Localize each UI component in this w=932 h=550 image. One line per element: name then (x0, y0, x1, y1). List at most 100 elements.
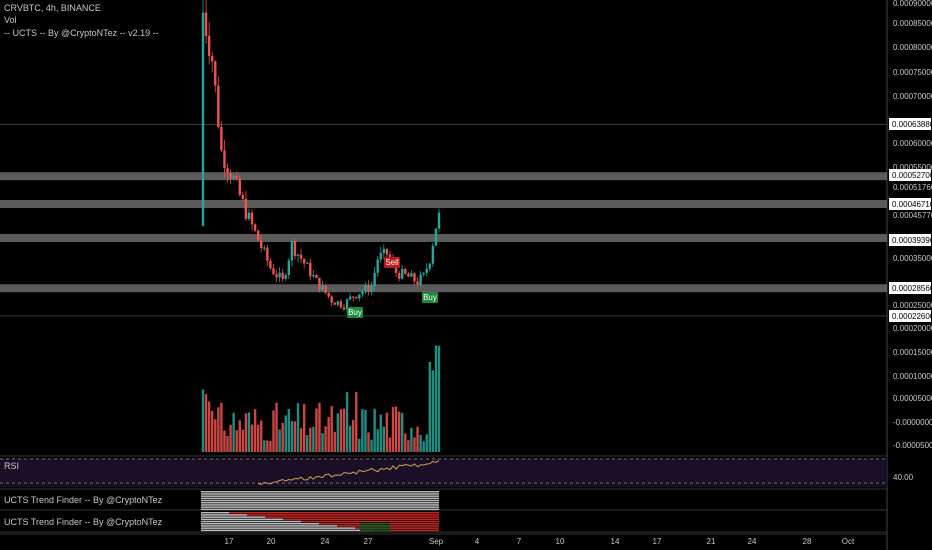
volume-bar (379, 414, 382, 452)
sr-zone (0, 284, 887, 293)
trend-stripe (229, 514, 247, 516)
volume-bar (339, 409, 343, 452)
volume-bar (330, 406, 333, 452)
volume-bar (413, 437, 416, 452)
volume-bar (373, 408, 376, 452)
volume-bar (437, 345, 441, 452)
candle-body (345, 299, 349, 310)
volume-bar (244, 413, 248, 452)
time-axis-label: 24 (748, 537, 757, 546)
volume-bar (351, 420, 355, 452)
time-axis-label: 17 (653, 537, 662, 546)
trend-stripe (201, 495, 439, 497)
candle-body (250, 212, 254, 225)
candle-body (226, 167, 229, 174)
volume-bar (220, 402, 223, 452)
price-tag-label: 0.00028560 (892, 284, 932, 293)
volume-bar (306, 435, 309, 452)
candle-body (407, 273, 410, 277)
price-axis-label: 0.00060000 (893, 139, 932, 148)
price-axis-label: 0.00025000 (893, 301, 932, 310)
time-axis-label: 10 (556, 537, 565, 546)
volume-bar (309, 427, 312, 452)
candle-body (315, 275, 318, 278)
price-axis-label: 0.00080000 (893, 43, 932, 52)
volume-bar (281, 422, 284, 452)
candle-body (339, 301, 343, 308)
rsi-legend: RSI (4, 461, 20, 471)
candle-body (382, 248, 386, 254)
candle-body (296, 254, 300, 256)
candle-body (373, 272, 376, 287)
time-axis-label: Oct (842, 537, 855, 546)
price-tag (889, 169, 931, 181)
volume-bar (336, 413, 340, 452)
candle-body (223, 150, 226, 168)
trend-stripe (201, 518, 229, 521)
volume-bar (394, 406, 398, 452)
volume-axis-label: 0.00015000 (893, 348, 932, 357)
candle-body (401, 268, 404, 279)
volume-bar (223, 430, 226, 452)
candle-body (413, 273, 416, 282)
volume-bar (299, 428, 303, 452)
candle-body (404, 268, 407, 274)
volume-bar (401, 412, 404, 452)
price-axis-label: 0.00085000 (893, 19, 932, 28)
candle-body (204, 12, 208, 36)
trend-stripe (201, 523, 229, 525)
buy-signal-bg (347, 307, 363, 318)
trend-stripe (201, 502, 439, 504)
candle-body (358, 294, 361, 299)
buy-signal-bg (422, 292, 438, 303)
trend-stripe-red (283, 518, 439, 521)
trend-stripe-red (265, 516, 439, 518)
volume-bar (278, 429, 281, 452)
time-axis-label: 17 (225, 537, 234, 546)
price-tag-label: 0.00046710 (892, 200, 932, 209)
time-axis-label: 4 (475, 537, 480, 546)
candle-body (312, 275, 315, 277)
volume-bar (210, 410, 214, 452)
volume-bar (266, 440, 269, 452)
candle-body (324, 285, 327, 293)
candle-body (434, 228, 438, 246)
candle-body (422, 273, 425, 275)
candle-body (238, 178, 241, 195)
sr-zone (0, 172, 887, 181)
sr-zone (0, 199, 887, 208)
volume-bar (260, 420, 263, 452)
sell-signal-bg (384, 257, 400, 268)
volume-bar (364, 409, 367, 452)
candle-body (437, 212, 441, 229)
trend-stripe (201, 512, 229, 514)
candle-body (229, 173, 232, 179)
trend-stripe-green (360, 523, 390, 525)
volume-bar (422, 441, 425, 452)
time-axis-label: 27 (364, 537, 373, 546)
volume-bar (263, 440, 266, 452)
candle-body (419, 274, 422, 285)
candle-body (241, 194, 245, 200)
candle-body (379, 253, 382, 260)
buy-signal-label: Buy (423, 293, 437, 302)
volume-bar (431, 370, 435, 452)
candle-body (428, 263, 432, 269)
trend-stripe-green (360, 525, 390, 527)
price-axis-label: 0.00045770 (893, 211, 932, 220)
candle-body (370, 286, 373, 292)
volume-bar (355, 392, 358, 452)
trend-stripe (229, 529, 373, 532)
volume-bar (217, 407, 220, 452)
rsi-line (258, 459, 440, 485)
candle-body (361, 291, 364, 295)
volume-bar (327, 416, 330, 452)
candle-body (351, 296, 355, 298)
volume-bar (404, 433, 407, 452)
price-axis-label: 0.00020000 (893, 324, 932, 333)
trend-finder-legend-1: UCTS Trend Finder -- By @CryptoNTez (4, 495, 163, 505)
candle-body (253, 224, 257, 231)
candle-body (410, 273, 413, 277)
trend-stripe (229, 527, 355, 529)
